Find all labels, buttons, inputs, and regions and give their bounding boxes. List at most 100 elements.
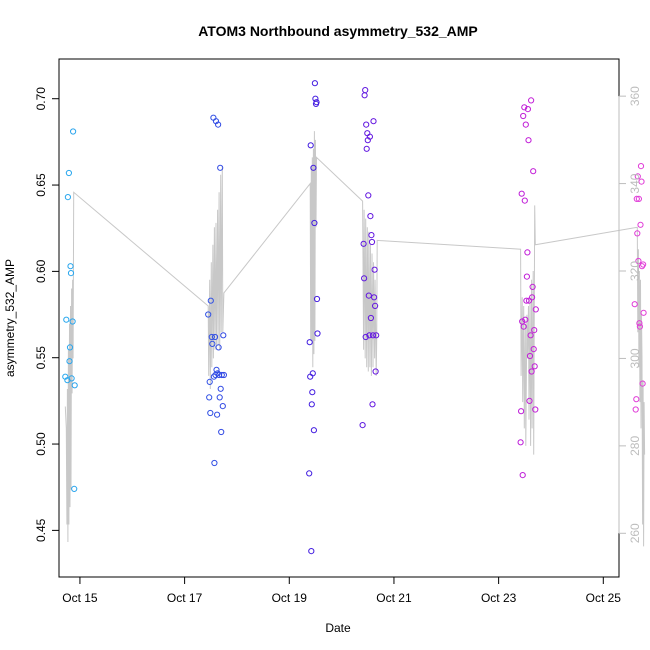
data-point [524, 106, 532, 113]
data-point [519, 472, 526, 479]
data-point [531, 363, 538, 370]
data-point [207, 409, 214, 417]
data-point [207, 297, 214, 304]
x-tick-label: Oct 21 [376, 591, 412, 605]
data-point [636, 323, 644, 330]
data-point [312, 95, 319, 102]
series-line [64, 131, 646, 547]
data-point [366, 133, 373, 140]
data-point [216, 394, 223, 401]
data-point [526, 352, 534, 360]
data-point [309, 389, 316, 396]
data-point [362, 87, 369, 94]
data-point [215, 344, 222, 351]
point-series [62, 80, 647, 555]
data-point [527, 332, 534, 339]
data-point [368, 232, 375, 239]
data-point [308, 548, 315, 555]
data-point [366, 332, 373, 339]
data-point [532, 406, 539, 413]
data-point [528, 97, 535, 104]
data-point [369, 401, 376, 408]
y-tick-label: 0.50 [34, 432, 48, 456]
y2-tick-label: 300 [628, 348, 642, 368]
data-point [213, 366, 220, 373]
data-point [67, 270, 75, 277]
data-point [369, 332, 377, 339]
data-point [365, 192, 372, 199]
data-point [309, 370, 316, 377]
data-point [360, 240, 367, 247]
data-point [65, 169, 73, 177]
data-point [635, 195, 643, 202]
data-point [633, 195, 640, 202]
data-point [307, 142, 314, 149]
data-point [67, 263, 74, 270]
data-point [362, 333, 369, 341]
data-point [637, 163, 645, 170]
data-point [308, 401, 315, 408]
data-point [70, 128, 77, 135]
y-tick-label: 0.60 [34, 259, 48, 283]
data-point [633, 396, 640, 403]
data-point [518, 408, 525, 415]
data-point [314, 330, 321, 337]
data-point [208, 333, 215, 341]
y2-tick-label: 280 [628, 436, 642, 456]
data-point [71, 485, 78, 492]
line-series [64, 131, 646, 547]
data-point [528, 368, 535, 375]
data-point [217, 385, 224, 392]
data-point [372, 302, 379, 309]
y2-tick-label: 260 [628, 523, 642, 543]
data-point [71, 382, 78, 389]
data-point [311, 80, 318, 87]
data-point [531, 327, 538, 334]
data-point [367, 314, 374, 322]
data-point [529, 283, 536, 290]
data-point [530, 168, 537, 175]
data-point [361, 92, 368, 99]
data-point [64, 194, 72, 201]
data-point [631, 301, 638, 308]
data-point [373, 332, 380, 339]
data-point [530, 346, 537, 353]
data-point [310, 427, 317, 434]
data-point [640, 309, 647, 316]
data-point [526, 397, 533, 404]
data-point [637, 221, 644, 228]
data-point [634, 173, 641, 180]
y2-tick-label: 360 [628, 86, 642, 106]
data-point [313, 99, 320, 106]
data-point [69, 318, 76, 325]
x-tick-label: Oct 17 [167, 591, 203, 605]
y2-axis: 260 280 300 320 340 360 [618, 86, 642, 543]
data-point [632, 406, 639, 413]
data-point [211, 459, 218, 467]
data-point [365, 292, 372, 299]
data-point [361, 275, 368, 282]
data-point [371, 266, 378, 273]
data-point [306, 470, 313, 477]
data-point [635, 257, 642, 265]
y-tick-label: 0.70 [34, 87, 48, 111]
x-axis-label: Date [325, 621, 351, 635]
data-point [367, 213, 374, 220]
data-point [638, 178, 645, 185]
data-point [520, 112, 527, 120]
y-axis: 0.45 0.50 0.55 0.60 0.65 0.70 [34, 87, 60, 542]
data-point [68, 375, 75, 382]
data-point [306, 339, 313, 346]
y-tick-label: 0.45 [34, 518, 48, 542]
data-point [218, 428, 225, 436]
data-point [313, 295, 321, 303]
y2-tick-label: 320 [628, 261, 642, 281]
y-tick-label: 0.55 [34, 346, 48, 370]
data-point [359, 422, 366, 429]
y-axis-label: asymmetry_532_AMP [3, 259, 17, 377]
data-point [218, 371, 225, 379]
data-point [215, 121, 222, 128]
data-point [522, 121, 529, 128]
data-point [214, 411, 221, 418]
